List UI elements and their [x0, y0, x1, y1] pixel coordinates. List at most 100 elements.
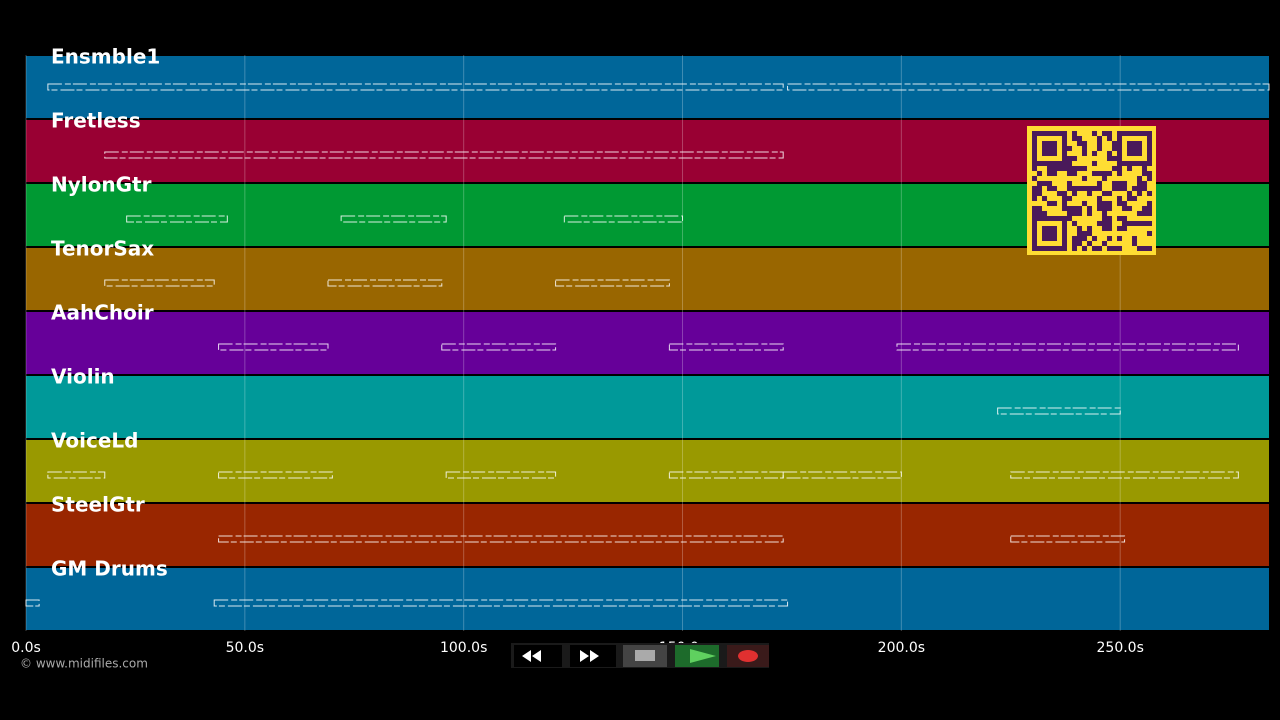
- track-name: TenorSax: [51, 237, 154, 261]
- qr-module: [1117, 151, 1122, 156]
- qr-module: [1072, 131, 1077, 136]
- qr-module: [1087, 186, 1092, 191]
- qr-module: [1052, 171, 1057, 176]
- qr-module: [1132, 186, 1137, 191]
- rewind-button[interactable]: [514, 645, 562, 667]
- qr-module: [1067, 146, 1072, 151]
- qr-module: [1092, 236, 1097, 241]
- qr-module: [1102, 171, 1107, 176]
- qr-module: [1052, 166, 1057, 171]
- qr-module: [1092, 186, 1097, 191]
- note-run: [104, 151, 784, 159]
- qr-module: [1137, 131, 1142, 136]
- qr-module: [1137, 146, 1142, 151]
- qr-module: [1052, 216, 1057, 221]
- qr-module: [1097, 196, 1102, 201]
- qr-module: [1127, 191, 1132, 196]
- qr-module: [1032, 141, 1037, 146]
- qr-module: [1077, 236, 1082, 241]
- qr-module: [1057, 216, 1062, 221]
- qr-module: [1052, 201, 1057, 206]
- track-name: SteelGtr: [51, 493, 145, 517]
- qr-module: [1147, 131, 1152, 136]
- qr-module: [1137, 221, 1142, 226]
- qr-module: [1102, 216, 1107, 221]
- qr-module: [1117, 196, 1122, 201]
- qr-module: [1132, 151, 1137, 156]
- record-button[interactable]: [727, 645, 769, 667]
- qr-module: [1082, 231, 1087, 236]
- qr-module: [1067, 181, 1072, 186]
- qr-module: [1142, 206, 1147, 211]
- qr-module: [1142, 221, 1147, 226]
- qr-module: [1057, 131, 1062, 136]
- note-run: [340, 215, 447, 223]
- x-tick-label: 250.0s: [1097, 640, 1144, 656]
- qr-module: [1142, 246, 1147, 251]
- qr-module: [1142, 181, 1147, 186]
- qr-module: [1042, 236, 1047, 241]
- stop-button[interactable]: [623, 645, 667, 667]
- qr-module: [1122, 206, 1127, 211]
- qr-module: [1062, 196, 1067, 201]
- qr-module: [1147, 206, 1152, 211]
- qr-module: [1062, 236, 1067, 241]
- qr-module: [1137, 176, 1142, 181]
- qr-module: [1032, 226, 1037, 231]
- note-run: [47, 471, 106, 479]
- qr-module: [1077, 141, 1082, 146]
- qr-module: [1047, 246, 1052, 251]
- qr-module: [1062, 246, 1067, 251]
- qr-module: [1147, 176, 1152, 181]
- qr-module: [1047, 226, 1052, 231]
- qr-module: [1032, 221, 1037, 226]
- play-button[interactable]: [675, 645, 719, 667]
- qr-module: [1047, 201, 1052, 206]
- qr-module: [1032, 216, 1037, 221]
- qr-module: [1142, 161, 1147, 166]
- qr-module: [1097, 136, 1102, 141]
- qr-module: [1042, 141, 1047, 146]
- qr-module: [1052, 186, 1057, 191]
- qr-module: [1047, 166, 1052, 171]
- qr-module: [1067, 171, 1072, 176]
- x-tick-label: 50.0s: [226, 640, 264, 656]
- qr-module: [1137, 151, 1142, 156]
- qr-module: [1062, 241, 1067, 246]
- qr-module: [1087, 211, 1092, 216]
- qr-module: [1147, 201, 1152, 206]
- qr-module: [1102, 131, 1107, 136]
- qr-module: [1072, 171, 1077, 176]
- qr-module: [1117, 171, 1122, 176]
- qr-module: [1032, 211, 1037, 216]
- qr-module: [1037, 191, 1042, 196]
- note-run: [25, 599, 40, 607]
- qr-module: [1097, 186, 1102, 191]
- qr-module: [1117, 166, 1122, 171]
- qr-module: [1122, 181, 1127, 186]
- fast-forward-button[interactable]: [570, 645, 616, 667]
- qr-module: [1117, 201, 1122, 206]
- qr-module: [1102, 226, 1107, 231]
- qr-module: [1047, 181, 1052, 186]
- qr-module: [1062, 156, 1067, 161]
- qr-module: [1052, 161, 1057, 166]
- note-run: [1010, 471, 1239, 479]
- qr-module: [1132, 196, 1137, 201]
- qr-module: [1037, 216, 1042, 221]
- qr-module: [1077, 166, 1082, 171]
- qr-module: [1117, 156, 1122, 161]
- track-lane: [26, 376, 1269, 438]
- qr-module: [1127, 131, 1132, 136]
- qr-module: [1042, 246, 1047, 251]
- qr-module: [1142, 211, 1147, 216]
- qr-module: [1042, 226, 1047, 231]
- qr-module: [1037, 246, 1042, 251]
- qr-module: [1077, 226, 1082, 231]
- notes: [25, 83, 1270, 607]
- note-run: [441, 343, 557, 351]
- qr-module: [1072, 191, 1077, 196]
- qr-module: [1037, 161, 1042, 166]
- qr-module: [1062, 161, 1067, 166]
